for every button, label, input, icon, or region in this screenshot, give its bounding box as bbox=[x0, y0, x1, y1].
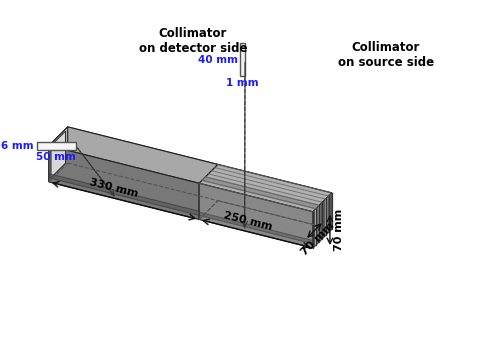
Polygon shape bbox=[218, 164, 332, 229]
Text: 250 mm: 250 mm bbox=[222, 210, 274, 232]
Polygon shape bbox=[313, 210, 314, 248]
Polygon shape bbox=[199, 183, 313, 248]
Polygon shape bbox=[316, 207, 318, 245]
Polygon shape bbox=[322, 202, 324, 239]
Polygon shape bbox=[49, 174, 199, 215]
Polygon shape bbox=[325, 198, 326, 236]
Text: Collimator
on detector side: Collimator on detector side bbox=[138, 27, 247, 55]
Polygon shape bbox=[320, 203, 322, 241]
Polygon shape bbox=[314, 208, 316, 246]
Polygon shape bbox=[202, 177, 320, 209]
Polygon shape bbox=[199, 164, 332, 212]
Polygon shape bbox=[313, 193, 332, 248]
Text: 70 mm: 70 mm bbox=[300, 220, 337, 257]
Polygon shape bbox=[51, 131, 66, 178]
Polygon shape bbox=[49, 127, 68, 182]
Polygon shape bbox=[49, 127, 218, 183]
Polygon shape bbox=[330, 193, 332, 231]
Polygon shape bbox=[199, 212, 313, 244]
Polygon shape bbox=[49, 146, 199, 219]
Bar bbox=[36, 142, 76, 151]
Polygon shape bbox=[324, 200, 325, 238]
Polygon shape bbox=[68, 127, 218, 201]
Polygon shape bbox=[326, 196, 328, 234]
Text: 70 mm: 70 mm bbox=[334, 209, 344, 251]
Text: 1 mm: 1 mm bbox=[226, 78, 259, 88]
Polygon shape bbox=[328, 195, 330, 232]
Text: 50 mm: 50 mm bbox=[36, 152, 76, 162]
Text: 6 mm: 6 mm bbox=[1, 141, 34, 151]
Text: 330 mm: 330 mm bbox=[88, 177, 140, 199]
Text: Collimator
on source side: Collimator on source side bbox=[338, 41, 434, 69]
Text: 40 mm: 40 mm bbox=[198, 55, 237, 65]
Bar bbox=[240, 43, 245, 76]
Polygon shape bbox=[318, 205, 320, 243]
